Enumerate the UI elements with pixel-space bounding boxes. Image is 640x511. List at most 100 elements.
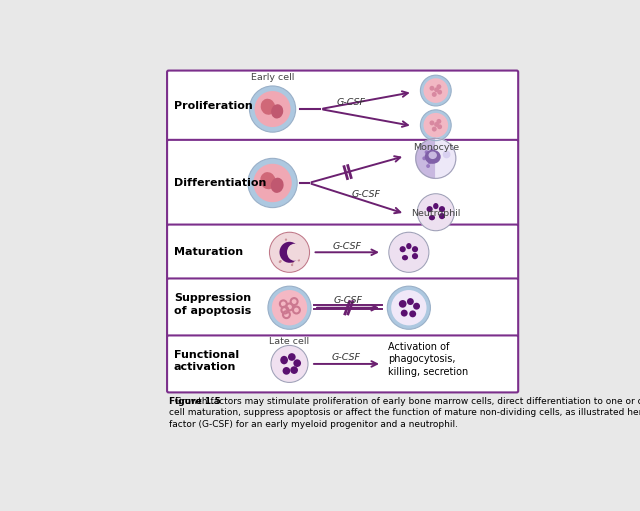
FancyBboxPatch shape — [167, 140, 518, 226]
Circle shape — [272, 290, 307, 326]
Text: Early cell: Early cell — [251, 73, 294, 82]
Ellipse shape — [401, 310, 408, 317]
Circle shape — [389, 233, 429, 272]
FancyBboxPatch shape — [167, 71, 518, 142]
Ellipse shape — [280, 242, 300, 263]
Circle shape — [391, 290, 426, 326]
Circle shape — [283, 250, 285, 253]
Text: G-CSF: G-CSF — [337, 99, 365, 107]
Circle shape — [280, 260, 282, 262]
Text: Proliferation: Proliferation — [174, 101, 253, 111]
Circle shape — [387, 286, 431, 329]
Circle shape — [432, 92, 436, 97]
FancyBboxPatch shape — [167, 278, 518, 337]
Ellipse shape — [427, 206, 433, 212]
Circle shape — [253, 164, 292, 202]
Text: G-CSF: G-CSF — [352, 190, 381, 199]
Circle shape — [430, 149, 434, 153]
Circle shape — [434, 87, 439, 92]
Text: Monocyte: Monocyte — [413, 143, 459, 152]
Circle shape — [420, 75, 451, 106]
Circle shape — [291, 261, 294, 264]
Ellipse shape — [429, 215, 435, 220]
Ellipse shape — [291, 366, 298, 374]
Circle shape — [268, 286, 311, 329]
Circle shape — [437, 124, 442, 129]
Circle shape — [436, 84, 442, 89]
Circle shape — [389, 233, 428, 272]
Circle shape — [429, 86, 435, 91]
Circle shape — [436, 119, 442, 124]
Ellipse shape — [260, 172, 276, 189]
Circle shape — [298, 259, 300, 262]
Text: G-CSF: G-CSF — [332, 353, 361, 362]
Ellipse shape — [283, 367, 291, 375]
Circle shape — [269, 233, 310, 272]
Ellipse shape — [399, 300, 406, 308]
Circle shape — [438, 155, 449, 166]
Circle shape — [291, 261, 294, 263]
Circle shape — [429, 121, 435, 125]
Circle shape — [287, 243, 289, 245]
FancyBboxPatch shape — [167, 224, 518, 280]
Circle shape — [434, 122, 439, 127]
Circle shape — [420, 110, 451, 141]
Circle shape — [291, 264, 293, 266]
Circle shape — [418, 194, 454, 230]
Ellipse shape — [409, 310, 416, 317]
Circle shape — [416, 138, 456, 178]
Circle shape — [443, 151, 451, 158]
Circle shape — [424, 150, 429, 154]
Ellipse shape — [293, 359, 301, 367]
Circle shape — [432, 127, 436, 131]
Ellipse shape — [439, 213, 445, 219]
Ellipse shape — [402, 255, 408, 261]
Circle shape — [291, 245, 294, 248]
Polygon shape — [436, 138, 456, 178]
Circle shape — [250, 86, 296, 132]
Text: Functional
activation: Functional activation — [174, 350, 239, 372]
Ellipse shape — [399, 246, 406, 252]
Text: Suppression
of apoptosis: Suppression of apoptosis — [174, 293, 252, 316]
Circle shape — [255, 91, 291, 127]
Text: G-CSF: G-CSF — [333, 295, 362, 305]
Circle shape — [417, 194, 454, 231]
Text: Growth factors may stimulate proliferation of early bone marrow cells, direct di: Growth factors may stimulate proliferati… — [168, 397, 640, 429]
Circle shape — [282, 255, 285, 257]
Circle shape — [424, 78, 448, 103]
Ellipse shape — [429, 151, 437, 159]
Ellipse shape — [271, 178, 284, 193]
Ellipse shape — [287, 244, 302, 261]
Text: Neutrophil: Neutrophil — [411, 210, 461, 218]
Circle shape — [428, 160, 431, 164]
Circle shape — [270, 233, 309, 272]
Ellipse shape — [433, 203, 438, 209]
Text: Differentiation: Differentiation — [174, 178, 266, 188]
Circle shape — [437, 89, 442, 95]
Ellipse shape — [412, 253, 418, 259]
Ellipse shape — [288, 353, 296, 361]
Ellipse shape — [407, 298, 414, 305]
Ellipse shape — [413, 303, 420, 310]
Circle shape — [285, 239, 287, 241]
Circle shape — [248, 158, 297, 207]
Circle shape — [422, 156, 426, 160]
Polygon shape — [416, 138, 436, 178]
Ellipse shape — [439, 206, 445, 212]
Circle shape — [271, 346, 307, 382]
Text: G-CSF: G-CSF — [333, 242, 362, 250]
Ellipse shape — [406, 243, 412, 249]
Text: Activation of
phagocytosis,
killing, secretion: Activation of phagocytosis, killing, sec… — [388, 341, 468, 377]
Circle shape — [280, 251, 282, 253]
Ellipse shape — [271, 104, 284, 119]
Circle shape — [431, 158, 435, 162]
Text: Maturation: Maturation — [174, 247, 243, 257]
Circle shape — [295, 248, 297, 251]
Circle shape — [271, 345, 308, 382]
Circle shape — [287, 257, 289, 259]
Text: Late cell: Late cell — [269, 337, 310, 346]
Ellipse shape — [412, 246, 418, 252]
Ellipse shape — [260, 99, 275, 115]
Circle shape — [278, 261, 281, 263]
Circle shape — [426, 164, 430, 168]
